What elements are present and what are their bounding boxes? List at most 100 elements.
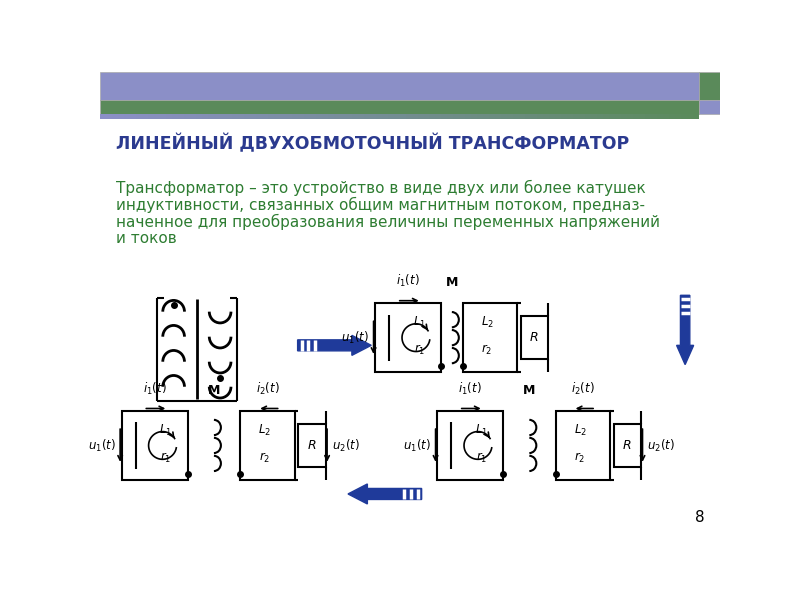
Bar bbox=[399, 113, 406, 119]
Bar bbox=[358, 113, 363, 119]
Text: $i_1(t)$: $i_1(t)$ bbox=[458, 381, 482, 397]
Bar bbox=[687, 113, 693, 119]
Text: индуктивности, связанных общим магнитным потоком, предназ-: индуктивности, связанных общим магнитным… bbox=[115, 197, 645, 213]
Bar bbox=[514, 113, 519, 119]
Bar bbox=[519, 113, 526, 119]
Bar bbox=[423, 113, 430, 119]
Text: $u_1(t)$: $u_1(t)$ bbox=[403, 437, 431, 454]
Bar bbox=[579, 113, 586, 119]
Bar bbox=[370, 113, 375, 119]
Bar bbox=[184, 113, 190, 119]
Text: $u_2(t)$: $u_2(t)$ bbox=[332, 437, 359, 454]
Bar bbox=[693, 113, 699, 119]
Bar bbox=[699, 100, 720, 113]
Text: $L_2$: $L_2$ bbox=[258, 422, 271, 438]
Bar bbox=[621, 113, 627, 119]
Bar bbox=[262, 113, 268, 119]
Text: наченное для преобразования величины переменных напряжений: наченное для преобразования величины пер… bbox=[115, 214, 659, 230]
Text: $i_2(t)$: $i_2(t)$ bbox=[571, 381, 594, 397]
Bar bbox=[316, 113, 322, 119]
Bar bbox=[483, 113, 490, 119]
Bar bbox=[387, 113, 394, 119]
Bar bbox=[226, 113, 232, 119]
Bar bbox=[574, 113, 579, 119]
Bar bbox=[298, 113, 304, 119]
Bar bbox=[556, 411, 610, 480]
FancyArrow shape bbox=[298, 335, 371, 355]
Bar bbox=[136, 113, 142, 119]
Bar bbox=[298, 424, 326, 467]
Bar bbox=[122, 411, 187, 480]
Bar bbox=[334, 113, 340, 119]
Bar bbox=[586, 113, 591, 119]
Text: ЛИНЕЙНЫЙ ДВУХОБМОТОЧНЫЙ ТРАНСФОРМАТОР: ЛИНЕЙНЫЙ ДВУХОБМОТОЧНЫЙ ТРАНСФОРМАТОР bbox=[115, 134, 629, 153]
Text: $u_1(t)$: $u_1(t)$ bbox=[88, 437, 115, 454]
Bar bbox=[502, 113, 507, 119]
Text: $r_2$: $r_2$ bbox=[259, 451, 270, 465]
Bar bbox=[118, 113, 124, 119]
Bar bbox=[675, 113, 681, 119]
Text: $L_2$: $L_2$ bbox=[574, 422, 586, 438]
Bar bbox=[462, 303, 517, 372]
Bar bbox=[250, 113, 256, 119]
Bar bbox=[172, 113, 178, 119]
Bar bbox=[208, 113, 214, 119]
Bar bbox=[651, 113, 657, 119]
Text: Трансформатор – это устройство в виде двух или более катушек: Трансформатор – это устройство в виде дв… bbox=[115, 180, 646, 196]
Bar bbox=[375, 113, 382, 119]
Bar bbox=[268, 113, 274, 119]
Bar bbox=[292, 113, 298, 119]
Bar bbox=[454, 113, 459, 119]
Bar bbox=[352, 113, 358, 119]
Bar bbox=[214, 113, 220, 119]
Text: $i_1(t)$: $i_1(t)$ bbox=[396, 273, 420, 289]
Bar bbox=[220, 113, 226, 119]
Bar bbox=[526, 113, 531, 119]
Bar bbox=[196, 113, 202, 119]
Bar bbox=[130, 113, 136, 119]
Bar bbox=[100, 72, 699, 100]
Text: $L_2$: $L_2$ bbox=[481, 315, 494, 330]
Bar bbox=[346, 113, 352, 119]
Bar bbox=[124, 113, 130, 119]
Text: $L_1$: $L_1$ bbox=[474, 422, 488, 438]
Bar bbox=[543, 113, 550, 119]
Text: $r_1$: $r_1$ bbox=[414, 343, 425, 357]
Bar bbox=[244, 113, 250, 119]
Text: M: M bbox=[446, 276, 458, 289]
Bar bbox=[240, 411, 294, 480]
Bar bbox=[166, 113, 172, 119]
Bar bbox=[610, 113, 615, 119]
Bar bbox=[394, 113, 399, 119]
Bar bbox=[304, 113, 310, 119]
Text: $i_1(t)$: $i_1(t)$ bbox=[143, 381, 166, 397]
Bar bbox=[531, 113, 538, 119]
Bar bbox=[555, 113, 562, 119]
Bar bbox=[256, 113, 262, 119]
Bar bbox=[160, 113, 166, 119]
Bar bbox=[669, 113, 675, 119]
Bar bbox=[286, 113, 292, 119]
Bar bbox=[681, 113, 687, 119]
Bar bbox=[190, 113, 196, 119]
Bar bbox=[154, 113, 160, 119]
Bar bbox=[699, 72, 720, 100]
Bar bbox=[633, 113, 639, 119]
FancyArrow shape bbox=[348, 484, 422, 504]
Bar bbox=[615, 113, 621, 119]
Text: $u_1(t)$: $u_1(t)$ bbox=[341, 329, 369, 346]
Bar bbox=[603, 113, 610, 119]
Bar bbox=[442, 113, 447, 119]
Text: $r_1$: $r_1$ bbox=[160, 451, 171, 465]
FancyArrow shape bbox=[677, 295, 694, 365]
Bar bbox=[430, 113, 435, 119]
Bar bbox=[411, 113, 418, 119]
Bar bbox=[100, 113, 106, 119]
Bar bbox=[538, 113, 543, 119]
Bar bbox=[550, 113, 555, 119]
Bar bbox=[202, 113, 208, 119]
Bar bbox=[310, 113, 316, 119]
Text: 8: 8 bbox=[695, 511, 705, 526]
Bar bbox=[639, 113, 645, 119]
Text: R: R bbox=[530, 331, 538, 344]
